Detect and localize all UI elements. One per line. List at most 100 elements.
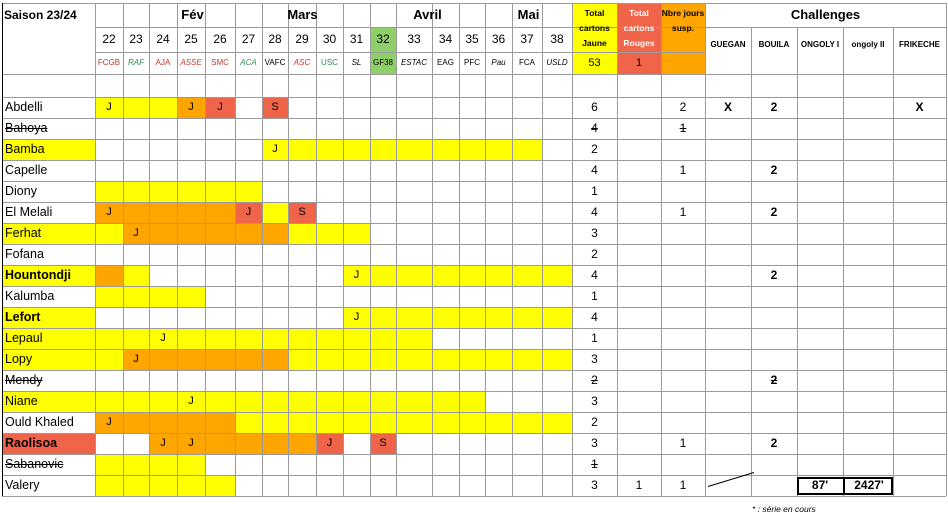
match-cell-fill: [288, 139, 316, 160]
match-cell-fill: [432, 349, 459, 370]
matchday-number: 33: [407, 32, 421, 46]
matchday-number: 23: [129, 32, 143, 46]
match-cell-fill: [512, 265, 542, 286]
match-cell-fill: [288, 412, 316, 433]
match-cell-fill: [370, 139, 396, 160]
grid-line-vertical: [572, 3, 573, 496]
matchday-number: 24: [156, 32, 170, 46]
match-cell-fill: [343, 328, 370, 349]
match-cell-fill: [262, 223, 288, 244]
challenge-name: FRIKECHE: [899, 40, 940, 49]
opponent-label: ASSE: [180, 58, 202, 67]
red-card-total: [617, 370, 661, 391]
grid-line-horizontal: [2, 391, 946, 392]
match-cell-fill: [542, 412, 572, 433]
match-cell-fill: [485, 265, 512, 286]
grid-line-vertical: [235, 3, 236, 496]
month-label: Avril: [413, 7, 442, 22]
match-cell-fill: [95, 202, 123, 223]
grid-line-vertical: [149, 3, 150, 496]
match-cell-fill: [123, 391, 149, 412]
grid-line-horizontal: [2, 412, 946, 413]
player-name-fill: [2, 391, 95, 412]
grid-line-horizontal: [2, 370, 946, 371]
suspension-days: [661, 349, 705, 370]
grid-line-horizontal: [2, 160, 946, 161]
match-cell-fill: [262, 412, 288, 433]
grid-line-horizontal: [2, 307, 946, 308]
match-cell-fill: [316, 412, 343, 433]
match-cell-fill: [95, 97, 123, 118]
match-cell-fill: [205, 412, 235, 433]
match-cell-fill: [343, 349, 370, 370]
red-card-total: [617, 433, 661, 454]
player-name: Ferhat: [5, 226, 42, 240]
red-card-total: [617, 139, 661, 160]
total-yellow-value: 53: [588, 57, 601, 69]
grid-line-horizontal: [2, 286, 946, 287]
grid-line-vertical: [542, 3, 543, 496]
player-name-fill: [2, 223, 95, 244]
grid-line-horizontal: [95, 52, 705, 53]
suspension-days: [661, 244, 705, 265]
match-cell-fill: [149, 328, 177, 349]
match-cell-fill: [370, 328, 396, 349]
match-cell-fill: [123, 223, 149, 244]
match-cell-fill: [95, 412, 123, 433]
grid-line-vertical: [946, 3, 947, 496]
match-cell-fill: [205, 433, 235, 454]
red-card-total: [617, 391, 661, 412]
month-label: Fév: [181, 7, 204, 22]
challenge-name: ONGOLY I: [800, 40, 840, 49]
match-cell-fill: [485, 307, 512, 328]
grid-line-vertical: [396, 3, 397, 496]
grid-line-horizontal: [2, 118, 946, 119]
yellow-card-total: 3: [591, 226, 598, 240]
yellow-card-total: 4: [591, 205, 598, 219]
match-cell-fill: [123, 454, 149, 475]
match-cell-fill: [512, 307, 542, 328]
red-card-total: [617, 454, 661, 475]
opponent-label: ESTAC: [400, 58, 428, 67]
opponent-label: AJA: [155, 58, 171, 67]
suspension-days: [661, 307, 705, 328]
opponent-label: SMC: [211, 58, 229, 67]
matchday-number: 38: [550, 32, 564, 46]
match-cell-fill: [149, 286, 177, 307]
yellow-card-total: 4: [591, 310, 598, 324]
match-cell-fill: [123, 286, 149, 307]
grid-line-horizontal: [2, 244, 946, 245]
match-cell-fill: [316, 349, 343, 370]
yellow-card-total: 3: [591, 352, 598, 366]
match-cell-fill: [177, 349, 205, 370]
season-title: Saison 23/24: [4, 8, 77, 22]
matchday-number: 37: [520, 32, 534, 46]
match-cell-fill: [149, 391, 177, 412]
card-mark: J: [106, 206, 112, 218]
yellow-card-total: 3: [591, 478, 598, 492]
card-mark: J: [188, 101, 194, 113]
match-cell-fill: [95, 391, 123, 412]
match-cell-fill: [396, 328, 432, 349]
grid-line-horizontal: [2, 97, 946, 98]
challenges-title: Challenges: [790, 7, 861, 22]
match-cell-fill: [262, 328, 288, 349]
card-mark: S: [271, 101, 279, 113]
opponent-label: PFC: [464, 58, 480, 67]
yellow-card-total: 2: [591, 415, 598, 429]
match-cell-fill: [262, 139, 288, 160]
match-cell-fill: [396, 349, 432, 370]
suspension-days: [661, 370, 705, 391]
opponent-label: USC: [321, 58, 338, 67]
match-cell-fill: [542, 307, 572, 328]
player-name: Lefort: [5, 310, 41, 324]
opponent-label: FCA: [519, 58, 535, 67]
match-cell-fill: [123, 97, 149, 118]
match-cell-fill: [396, 265, 432, 286]
match-cell-fill: [95, 454, 123, 475]
grid-line-vertical: [316, 3, 317, 496]
matchday-number: 32: [376, 32, 390, 46]
match-cell-fill: [177, 475, 205, 496]
match-cell-fill: [459, 391, 485, 412]
match-cell-fill: [177, 202, 205, 223]
